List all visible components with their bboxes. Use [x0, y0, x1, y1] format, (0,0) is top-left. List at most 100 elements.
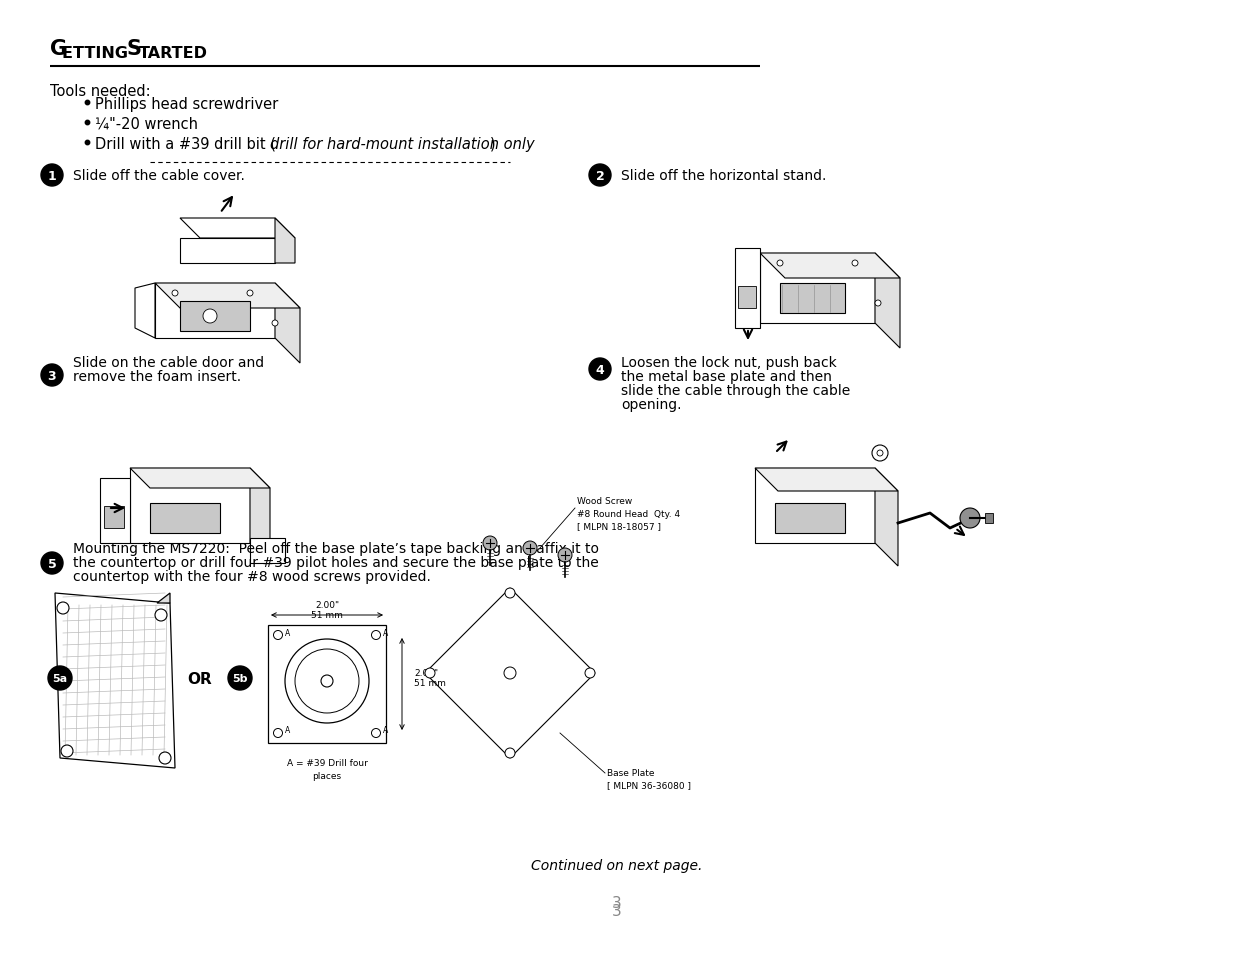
- Circle shape: [852, 261, 858, 267]
- Polygon shape: [876, 469, 898, 566]
- Text: #8 Round Head  Qty. 4: #8 Round Head Qty. 4: [577, 510, 680, 518]
- Text: opening.: opening.: [621, 397, 682, 412]
- Text: 2: 2: [595, 170, 604, 182]
- Circle shape: [483, 537, 496, 551]
- Polygon shape: [735, 249, 760, 329]
- Text: 2.00": 2.00": [414, 669, 438, 678]
- Polygon shape: [100, 478, 130, 543]
- Text: 5a: 5a: [52, 673, 68, 683]
- Bar: [739, 287, 756, 309]
- Circle shape: [425, 668, 435, 679]
- Text: 5b: 5b: [232, 673, 248, 683]
- Text: the countertop or drill four #39 pilot holes and secure the base plate to the: the countertop or drill four #39 pilot h…: [73, 556, 599, 569]
- Text: Slide on the cable door and: Slide on the cable door and: [73, 355, 264, 370]
- Circle shape: [272, 320, 278, 327]
- Text: 51 mm: 51 mm: [414, 679, 446, 688]
- Polygon shape: [56, 594, 175, 768]
- Circle shape: [41, 553, 63, 575]
- Text: drill for hard-mount installation only: drill for hard-mount installation only: [270, 136, 535, 152]
- Text: Continued on next page.: Continued on next page.: [531, 858, 703, 872]
- Text: Wood Screw: Wood Screw: [577, 497, 632, 505]
- Text: Base Plate: Base Plate: [606, 769, 655, 778]
- Text: 2.00": 2.00": [315, 601, 340, 610]
- Polygon shape: [156, 284, 275, 338]
- Text: Drill with a #39 drill bit (: Drill with a #39 drill bit (: [95, 136, 275, 152]
- Text: Mounting the MS7220:  Peel off the base plate’s tape backing and affix it to: Mounting the MS7220: Peel off the base p…: [73, 541, 599, 556]
- Circle shape: [777, 261, 783, 267]
- Polygon shape: [275, 284, 300, 364]
- Circle shape: [960, 509, 981, 529]
- Circle shape: [877, 451, 883, 456]
- Text: remove the foam insert.: remove the foam insert.: [73, 370, 241, 384]
- Text: Slide off the horizontal stand.: Slide off the horizontal stand.: [621, 169, 826, 183]
- Circle shape: [295, 649, 359, 713]
- Polygon shape: [249, 469, 270, 563]
- Text: [ MLPN 18-18057 ]: [ MLPN 18-18057 ]: [577, 521, 661, 531]
- Circle shape: [273, 631, 283, 639]
- Polygon shape: [180, 239, 275, 264]
- Text: A: A: [285, 726, 290, 735]
- Text: 3: 3: [613, 896, 622, 910]
- Text: Phillips head screwdriver: Phillips head screwdriver: [95, 96, 278, 112]
- Circle shape: [48, 666, 72, 690]
- Circle shape: [61, 745, 73, 758]
- Polygon shape: [180, 219, 295, 239]
- Text: [ MLPN 36-36080 ]: [ MLPN 36-36080 ]: [606, 781, 692, 790]
- Text: 1: 1: [48, 170, 57, 182]
- Circle shape: [172, 291, 178, 296]
- Text: ¼"-20 wrench: ¼"-20 wrench: [95, 116, 198, 132]
- Circle shape: [876, 301, 881, 307]
- Circle shape: [872, 446, 888, 461]
- Polygon shape: [156, 284, 300, 309]
- Polygon shape: [275, 219, 295, 264]
- Bar: [986, 514, 993, 523]
- Text: the metal base plate and then: the metal base plate and then: [621, 370, 832, 384]
- Circle shape: [159, 752, 170, 764]
- Text: places: places: [312, 771, 342, 781]
- Circle shape: [505, 588, 515, 598]
- Polygon shape: [876, 253, 900, 349]
- Text: 3: 3: [613, 903, 622, 919]
- Circle shape: [228, 666, 252, 690]
- Text: G: G: [49, 39, 67, 59]
- Circle shape: [589, 358, 611, 380]
- Bar: [104, 506, 124, 529]
- Polygon shape: [425, 588, 595, 759]
- Bar: [180, 302, 249, 332]
- Polygon shape: [130, 469, 249, 543]
- Text: 51 mm: 51 mm: [311, 611, 343, 619]
- Polygon shape: [157, 594, 170, 603]
- Circle shape: [57, 602, 69, 615]
- Bar: [249, 538, 285, 563]
- Text: countertop with the four #8 wood screws provided.: countertop with the four #8 wood screws …: [73, 569, 431, 583]
- Polygon shape: [760, 253, 900, 278]
- Text: A: A: [383, 628, 388, 637]
- Bar: [268, 625, 387, 743]
- Polygon shape: [755, 469, 876, 543]
- Circle shape: [589, 165, 611, 187]
- Bar: [781, 284, 845, 314]
- Circle shape: [505, 748, 515, 759]
- Text: 3: 3: [48, 369, 57, 382]
- Polygon shape: [760, 253, 876, 324]
- Text: slide the cable through the cable: slide the cable through the cable: [621, 384, 850, 397]
- Text: Slide off the cable cover.: Slide off the cable cover.: [73, 169, 245, 183]
- Text: TARTED: TARTED: [140, 46, 207, 61]
- Circle shape: [321, 676, 333, 687]
- Polygon shape: [135, 284, 156, 338]
- Polygon shape: [755, 469, 898, 492]
- Circle shape: [285, 639, 369, 723]
- Circle shape: [41, 165, 63, 187]
- Text: A: A: [383, 726, 388, 735]
- Circle shape: [522, 541, 537, 556]
- Text: ): ): [490, 136, 495, 152]
- Circle shape: [372, 631, 380, 639]
- Text: 4: 4: [595, 363, 604, 376]
- Text: ETTING: ETTING: [62, 46, 133, 61]
- Circle shape: [203, 310, 217, 324]
- Text: S: S: [127, 39, 142, 59]
- Circle shape: [585, 668, 595, 679]
- Text: Tools needed:: Tools needed:: [49, 84, 151, 99]
- Bar: [776, 503, 845, 534]
- Circle shape: [504, 667, 516, 679]
